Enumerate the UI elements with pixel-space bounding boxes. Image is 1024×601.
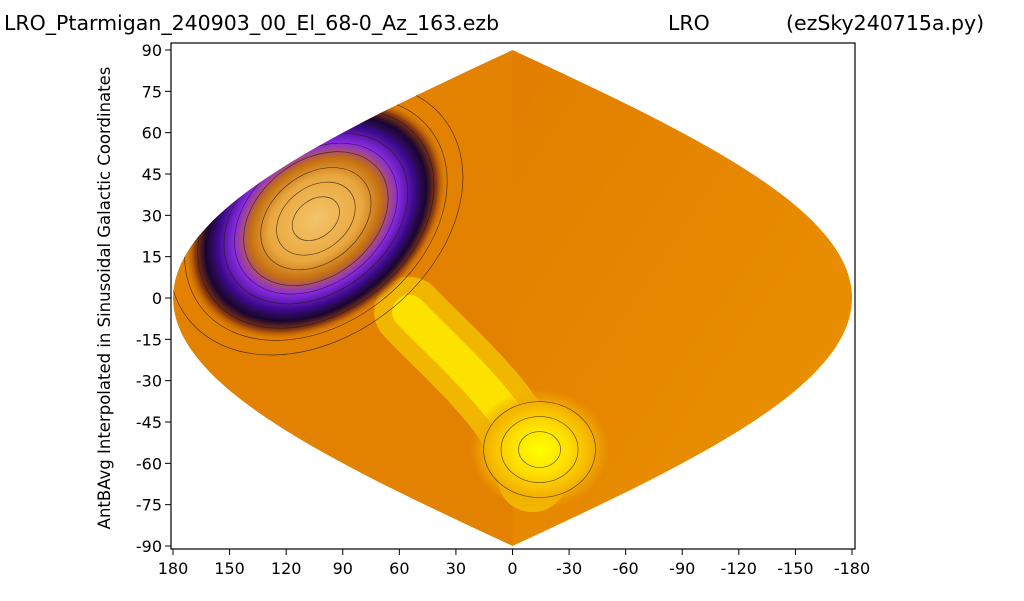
chart-title-left: LRO_Ptarmigan_240903_00_El_68-0_Az_163.e… <box>4 11 499 36</box>
y-tick-label: 45 <box>142 165 162 184</box>
y-axis-ticks: 90 75 60 45 30 15 0 -15 -30 -45 -60 -75 -90 <box>136 41 171 556</box>
contour-line <box>518 431 561 468</box>
contour-line <box>483 401 596 498</box>
x-tick-label: -150 <box>777 559 813 578</box>
x-tick-label: -120 <box>721 559 757 578</box>
contour-line <box>243 151 389 287</box>
x-tick-label: 180 <box>158 559 189 578</box>
maximum-region <box>469 389 610 510</box>
titles: LRO_Ptarmigan_240903_00_El_68-0_Az_163.e… <box>4 11 984 36</box>
chart-title-center: LRO <box>668 11 710 35</box>
contour-line <box>260 167 372 271</box>
x-tick-label: -30 <box>556 559 582 578</box>
y-tick-label: -45 <box>136 413 162 432</box>
x-tick-label: -90 <box>669 559 695 578</box>
y-tick-label: -90 <box>136 537 162 556</box>
chart-title-right: (ezSky240715a.py) <box>786 11 984 35</box>
x-axis-ticks: 180 150 120 90 60 30 0 -30 -60 -90 -120 -150 -180 <box>158 549 870 578</box>
x-tick-label: -180 <box>834 559 870 578</box>
y-tick-label: 30 <box>142 206 162 225</box>
contour-line <box>276 181 356 256</box>
x-tick-label: 60 <box>389 559 409 578</box>
y-tick-label: -60 <box>136 454 162 473</box>
y-tick-label: -15 <box>136 330 162 349</box>
x-tick-label: 120 <box>271 559 302 578</box>
x-tick-label: -60 <box>613 559 639 578</box>
y-tick-label: -75 <box>136 496 162 515</box>
y-tick-label: 75 <box>142 82 162 101</box>
x-tick-label: 30 <box>446 559 466 578</box>
y-tick-label: 15 <box>142 248 162 267</box>
contour-line <box>291 196 340 241</box>
y-tick-label: 0 <box>152 289 162 308</box>
y-tick-label: 60 <box>142 124 162 143</box>
contour-lines <box>173 81 596 498</box>
x-tick-label: 90 <box>333 559 353 578</box>
y-tick-label: 90 <box>142 41 162 60</box>
x-tick-label: 150 <box>214 559 245 578</box>
sinusoidal-map <box>173 50 852 546</box>
y-axis-label: AntBAvg Interpolated in Sinusoidal Galac… <box>95 67 114 530</box>
x-tick-label: 0 <box>507 559 517 578</box>
contour-line <box>500 416 579 483</box>
y-tick-label: -30 <box>136 372 162 391</box>
